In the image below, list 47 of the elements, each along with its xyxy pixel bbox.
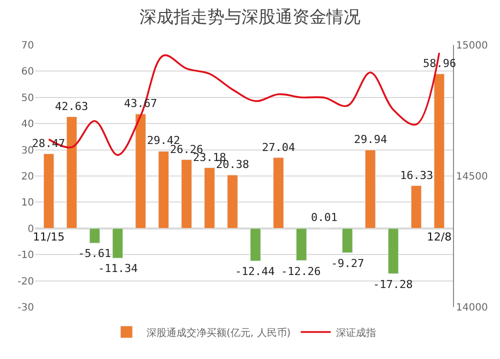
y2-tick-label: 15000 (456, 40, 488, 52)
y-tick-label: 20 (21, 172, 34, 182)
data-label: -11.34 (98, 262, 138, 275)
bar (66, 116, 78, 229)
bar (158, 151, 170, 229)
data-label: -12.26 (281, 265, 321, 278)
bar (135, 114, 146, 229)
bar (89, 228, 100, 244)
y-tick-label: 0 (28, 224, 34, 235)
legend-label: 深股通成交净买额(亿元, 人民币) (146, 326, 291, 339)
y-tick-label: 40 (21, 119, 34, 130)
y2-tick-label: 14000 (456, 302, 488, 314)
data-label: -5.61 (78, 247, 112, 260)
data-label: 0.01 (311, 211, 338, 224)
y-tick-label: 50 (21, 92, 34, 104)
data-label: -17.28 (373, 278, 413, 291)
x-tick-label: 11/15 (32, 230, 65, 244)
bar (296, 228, 307, 261)
bar (112, 228, 124, 258)
bar (204, 167, 215, 229)
data-label: -9.27 (331, 257, 364, 270)
bar (227, 174, 238, 229)
data-label: 29.94 (354, 133, 388, 146)
data-label: 27.04 (262, 141, 296, 154)
bar (181, 159, 192, 229)
y-tick-label: -30 (18, 302, 34, 314)
bar (43, 154, 54, 229)
bar (250, 228, 261, 262)
data-label: 42.63 (55, 100, 88, 113)
y2-tick-label: 14500 (456, 172, 488, 182)
y-tick-label: -20 (18, 276, 34, 288)
bar (342, 228, 353, 253)
bar (410, 185, 422, 229)
bar (273, 157, 284, 229)
y-tick-label: 30 (21, 145, 34, 156)
data-label: -12.44 (235, 265, 276, 278)
y-tick-label: 60 (21, 66, 34, 78)
y-tick-label: -10 (18, 250, 34, 262)
y-tick-label: 70 (21, 40, 34, 52)
bar (434, 74, 445, 229)
y-tick-label: 10 (21, 198, 34, 209)
chart-title: 深成指走势与深股通资金情况 (140, 8, 360, 28)
bar (364, 150, 376, 229)
x-tick-label: 12/8 (426, 230, 452, 244)
legend-label: 深证成指 (336, 326, 376, 339)
bar (388, 228, 399, 274)
data-label: 16.33 (400, 169, 434, 182)
